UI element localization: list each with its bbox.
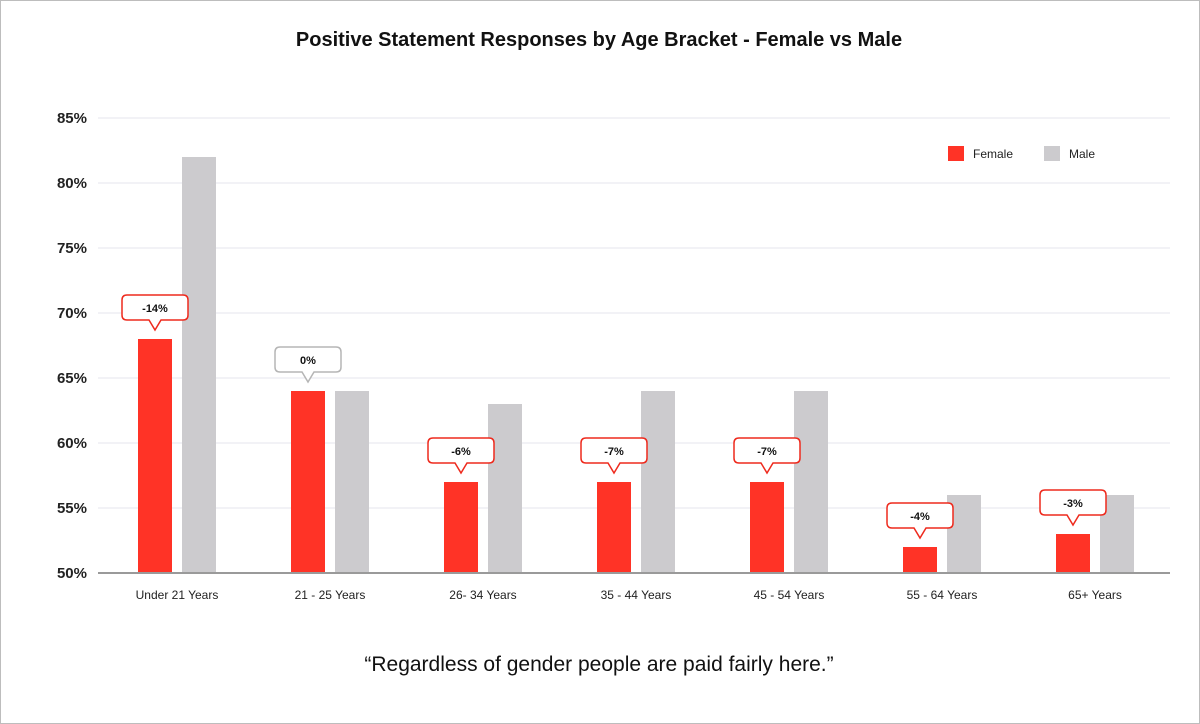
difference-callout-label: -14% (142, 303, 168, 315)
y-tick-label: 75% (57, 240, 87, 257)
male-bar (182, 157, 216, 573)
female-bar (138, 339, 172, 573)
difference-callout-label: 0% (300, 355, 316, 367)
difference-callout (580, 437, 648, 475)
callouts: -14% 0% -6% -7% -7% -4% -3% (121, 294, 1107, 540)
y-tick-label: 50% (57, 565, 87, 582)
difference-callout-label: -7% (604, 446, 624, 458)
x-category-label: 55 - 64 Years (907, 588, 978, 602)
x-category-label: 45 - 54 Years (754, 588, 825, 602)
difference-callout-label: -4% (910, 511, 930, 523)
legend-swatch (1044, 146, 1060, 161)
x-category-label: 35 - 44 Years (601, 588, 672, 602)
bars (138, 157, 1134, 573)
x-category-label: 26- 34 Years (449, 588, 516, 602)
difference-callout-label: -3% (1063, 498, 1083, 510)
female-bar (444, 482, 478, 573)
difference-callout (1039, 489, 1107, 527)
difference-callout (274, 346, 342, 384)
male-bar (794, 391, 828, 573)
y-tick-label: 60% (57, 435, 87, 452)
difference-callout-label: -6% (451, 446, 471, 458)
legend-label: Female (973, 147, 1013, 161)
chart-title: Positive Statement Responses by Age Brac… (295, 29, 903, 51)
legend: Female Male (948, 146, 1095, 161)
female-bar (291, 391, 325, 573)
male-bar (488, 404, 522, 573)
difference-callout (121, 294, 189, 332)
x-category-label: 21 - 25 Years (295, 588, 366, 602)
x-category-label: Under 21 Years (136, 588, 219, 602)
female-bar (1056, 534, 1090, 573)
x-category-label: 65+ Years (1068, 588, 1122, 602)
female-bar (750, 482, 784, 573)
y-tick-label: 55% (57, 500, 87, 517)
difference-callout (886, 502, 954, 540)
male-bar (335, 391, 369, 573)
axes: 50% 55% 60% 65% 70% 75% 80% 85% Under 21 Years 21… (57, 110, 1170, 602)
y-tick-label: 65% (57, 370, 87, 387)
y-tick-label: 70% (57, 305, 87, 322)
legend-swatch (948, 146, 964, 161)
y-tick-label: 85% (57, 110, 87, 127)
female-bar (597, 482, 631, 573)
difference-callout (733, 437, 801, 475)
legend-label: Male (1069, 147, 1095, 161)
survey-statement: “Regardless of gender people are paid fa… (364, 653, 834, 676)
male-bar (641, 391, 675, 573)
female-bar (903, 547, 937, 573)
y-tick-label: 80% (57, 175, 87, 192)
difference-callout-label: -7% (757, 446, 777, 458)
difference-callout (427, 437, 495, 475)
